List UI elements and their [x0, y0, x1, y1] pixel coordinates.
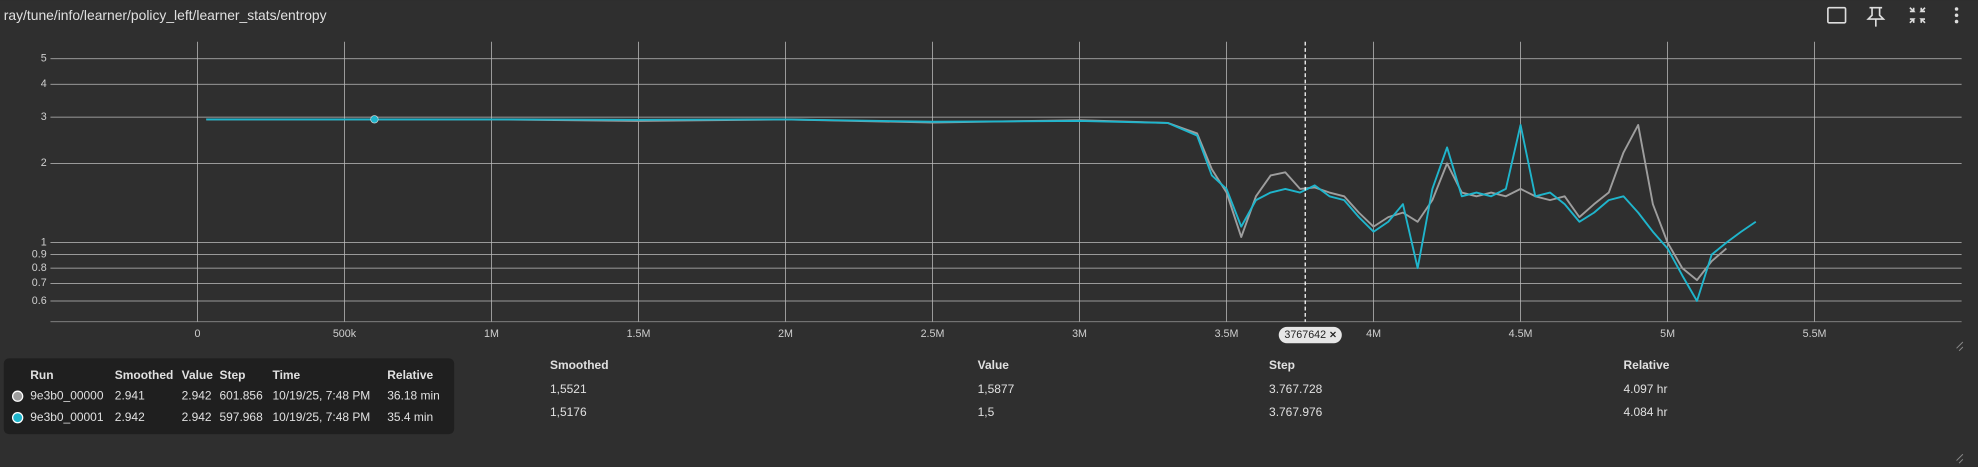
pin-button[interactable]	[1866, 6, 1886, 27]
tooltip-cell: 601.856	[219, 388, 263, 402]
tooltip-header: Smoothed	[115, 368, 174, 382]
run-color-dot	[11, 411, 24, 424]
table-cell: 3.767.976	[1269, 405, 1323, 419]
y-tick-label: 0.6	[32, 295, 47, 307]
table-header: Smoothed	[550, 358, 609, 372]
tooltip-cell: 35.4 min	[387, 410, 433, 424]
table-header: Value	[978, 358, 1010, 372]
fit-domain-button[interactable]	[1827, 6, 1847, 24]
table-header: Relative	[1624, 358, 1670, 372]
x-tick-label: 0	[194, 328, 200, 340]
toolbar[interactable]	[1827, 6, 1959, 27]
cursor-close[interactable]	[1330, 331, 1336, 338]
y-tick-label: 5	[41, 53, 47, 65]
table-cell: 4.097 hr	[1624, 382, 1668, 396]
table-cell: 1,5	[978, 405, 995, 419]
table-cell: 4.084 hr	[1624, 405, 1668, 419]
tooltip-header: Step	[219, 368, 245, 382]
tooltip-cell: 2.941	[115, 388, 145, 402]
tooltip-header: Run	[30, 368, 53, 382]
table-header: Step	[1269, 358, 1295, 372]
tooltip: Run Smoothed Value Step Time Relative 9e3b0_00…	[3, 358, 455, 435]
x-tick-label: 1.5M	[627, 328, 651, 340]
y-tick-label: 0.8	[32, 262, 47, 274]
tooltip-cell: 10/19/25, 7:48 PM	[272, 388, 370, 402]
tooltip-cell: 597.968	[219, 410, 263, 424]
tooltip-cell: 2.942	[115, 410, 145, 424]
focus-point	[370, 115, 379, 124]
cursor-chip[interactable]	[1278, 326, 1342, 344]
tooltip-box	[3, 358, 455, 435]
x-tick-label: 1M	[484, 328, 499, 340]
y-tick-label: 0.9	[32, 248, 47, 260]
table-cell: 1,5877	[978, 382, 1015, 396]
x-tick-label: 5M	[1660, 328, 1675, 340]
tooltip-cell: 9e3b0_00001	[30, 410, 104, 424]
tooltip-header: Time	[272, 368, 300, 382]
series-line	[206, 118, 1757, 302]
y-tick-label: 1	[41, 236, 47, 248]
x-tick-label: 5.5M	[1803, 328, 1827, 340]
card-title: ray/tune/info/learner/policy_left/learne…	[4, 7, 327, 23]
y-tick-label: 4	[41, 78, 47, 90]
x-tick-label: 2M	[778, 328, 793, 340]
x-tick-label: 500k	[333, 328, 357, 340]
x-tick-label: 3M	[1072, 328, 1087, 340]
tooltip-cell: 2.942	[182, 388, 212, 402]
tooltip-cell: 9e3b0_00000	[30, 388, 104, 402]
data-table: Run ↑SmoothedValueStepRelative1,55211,58…	[108, 358, 1669, 419]
x-tick-label: 2.5M	[921, 328, 945, 340]
x-tick-label: 3.5M	[1215, 328, 1239, 340]
run-color-dot	[11, 390, 24, 402]
tooltip-cell: 10/19/25, 7:48 PM	[272, 410, 370, 424]
table-cell: 1,5176	[550, 405, 587, 419]
more-button[interactable]	[1954, 7, 1959, 24]
y-tick-label: 3	[41, 111, 47, 123]
cursor-step: 3767642	[1284, 329, 1326, 341]
tooltip-cell: 36.18 min	[387, 388, 440, 402]
table-cell: 3.767.728	[1269, 382, 1323, 396]
x-tick-label: 4M	[1366, 328, 1381, 340]
tooltip-cell: 2.942	[182, 410, 212, 424]
resize-handle[interactable]	[1956, 341, 1964, 464]
tooltip-header: Value	[182, 368, 214, 382]
table-cell: 1,5521	[550, 382, 587, 396]
x-tick-label: 4.5M	[1509, 328, 1533, 340]
tooltip-header: Relative	[387, 368, 433, 382]
expand-button[interactable]	[1909, 7, 1926, 24]
y-tick-label: 0.7	[32, 277, 47, 289]
y-tick-label: 2	[41, 157, 47, 169]
plot-area[interactable]: 0.6 0.7 0.8 0.91 2 3 4 5 0 500k 1M 1.5M 2M 2.5M 3M 3.5M…	[32, 41, 1962, 340]
